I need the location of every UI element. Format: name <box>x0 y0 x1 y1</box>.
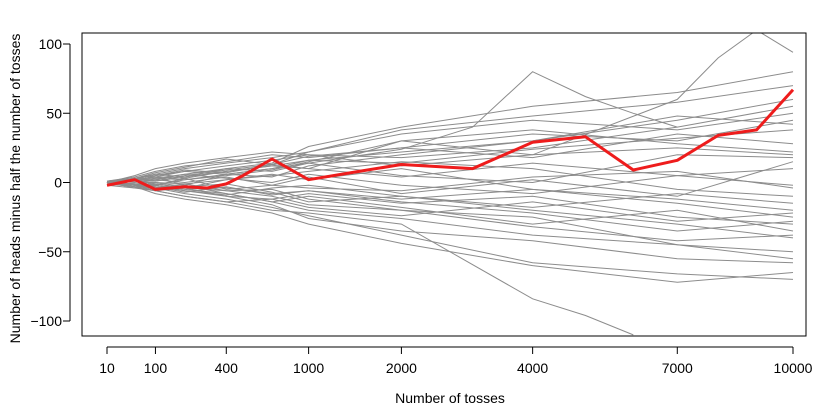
series-line-23 <box>106 182 794 239</box>
y-tick-label: 0 <box>54 175 62 191</box>
y-tick-label: 100 <box>39 36 63 52</box>
x-tick-label: 1000 <box>293 360 324 376</box>
series-line-32 <box>106 168 794 195</box>
highlight-series-line <box>106 88 795 191</box>
series-line-12 <box>106 183 794 283</box>
x-tick-label: 4000 <box>517 360 548 376</box>
x-axis-title: Number of tosses <box>395 390 505 406</box>
x-tick-label: 10000 <box>774 360 813 376</box>
series-line-26 <box>106 168 794 211</box>
x-tick-label: 7000 <box>662 360 693 376</box>
y-tick-label: −50 <box>38 244 62 260</box>
x-tick-label: 100 <box>144 360 168 376</box>
plot-frame <box>81 32 807 337</box>
y-tick-label: −100 <box>30 313 62 329</box>
series-line-14 <box>106 182 794 253</box>
series-line-17 <box>106 154 794 184</box>
series-line-29 <box>106 182 794 222</box>
y-tick-label: 50 <box>46 105 62 121</box>
y-axis-title: Number of heads minus half the number of… <box>7 34 23 344</box>
x-tick-label: 2000 <box>386 360 417 376</box>
highlight-series-group <box>106 88 795 191</box>
x-tick-label: 400 <box>215 360 239 376</box>
y-axis: −100 −50 0 50 100 <box>30 36 71 329</box>
x-tick-label: 10 <box>99 360 115 376</box>
series-line-34 <box>106 129 794 182</box>
series-line-11 <box>106 105 794 183</box>
x-axis: 10 100 400 1000 2000 4000 7000 10000 <box>99 346 813 376</box>
